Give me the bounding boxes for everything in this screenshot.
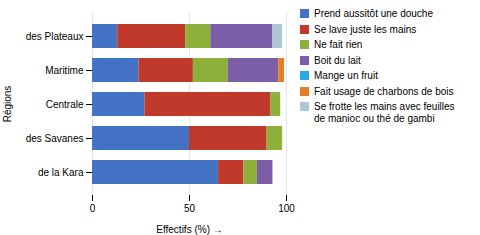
svg-text:Effectifs (%) →: Effectifs (%) → xyxy=(156,224,223,235)
html-text:Ne fait rien: Ne fait rien xyxy=(314,39,363,50)
svg-text:0: 0 xyxy=(90,203,96,214)
svg-text:Centrale: Centrale xyxy=(46,99,84,110)
svg-text:de la Kara: de la Kara xyxy=(38,167,84,178)
html-text:Se lave juste les mains: Se lave juste les mains xyxy=(314,23,417,35)
svg-text:Maritime: Maritime xyxy=(45,65,84,76)
svg-text:100: 100 xyxy=(278,203,295,214)
svg-text:Régions: Régions xyxy=(2,86,13,123)
html-text:Fait usage de charbons de bois: Fait usage de charbons de bois xyxy=(314,85,454,97)
svg-text:des Savanes: des Savanes xyxy=(26,133,84,144)
svg-text:50: 50 xyxy=(184,203,196,214)
html-text:Mange un fruit: Mange un fruit xyxy=(314,70,378,81)
html-text:Boit du lait: Boit du lait xyxy=(314,54,361,66)
html-text:Se frotte les mains avec feuil: Se frotte les mains avec feuilles de man… xyxy=(314,101,455,124)
svg-text:des Plateaux: des Plateaux xyxy=(26,31,84,42)
html-text:Prend aussitôt une douche: Prend aussitôt une douche xyxy=(314,8,433,19)
